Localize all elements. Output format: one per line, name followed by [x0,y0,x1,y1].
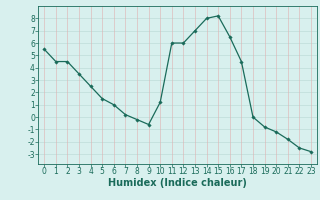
X-axis label: Humidex (Indice chaleur): Humidex (Indice chaleur) [108,178,247,188]
